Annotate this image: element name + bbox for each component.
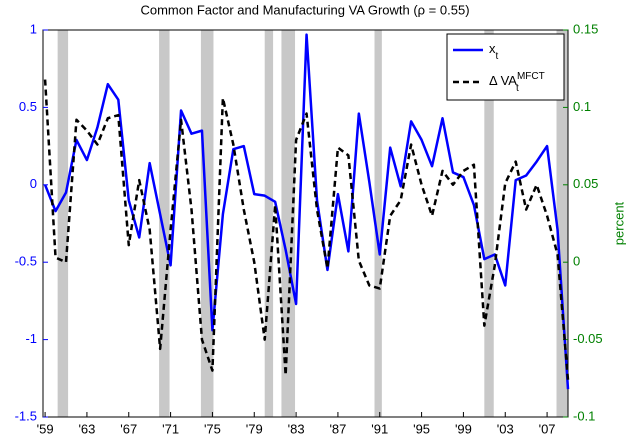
y-tick-label: -1 xyxy=(25,331,37,346)
legend-name: x xyxy=(489,41,496,56)
y2-tick-label: 0.15 xyxy=(573,21,598,36)
shaded-region xyxy=(484,30,494,417)
legend-label: Δ VAMFCT t xyxy=(489,71,545,94)
shaded-region xyxy=(57,30,69,417)
x-tick-label: '67 xyxy=(120,421,137,436)
shaded-region xyxy=(159,30,170,417)
x-tick-label: '07 xyxy=(539,421,556,436)
legend-superscript: MFCT xyxy=(517,71,545,82)
legend-label: xt xyxy=(489,41,499,61)
shaded-region xyxy=(556,30,568,417)
x-tick-label: '75 xyxy=(204,421,221,436)
y2-tick-label: 0.1 xyxy=(573,99,591,114)
x-tick-label: '87 xyxy=(329,421,346,436)
legend-name: Δ VA xyxy=(489,73,517,88)
x-tick-label: '95 xyxy=(413,421,430,436)
y-tick-label: -1.5 xyxy=(15,408,37,423)
x-tick-label: '79 xyxy=(246,421,263,436)
x-tick-label: '83 xyxy=(288,421,305,436)
legend-box xyxy=(446,33,565,101)
y-tick-label: -0.5 xyxy=(15,254,37,269)
series-line xyxy=(43,33,570,390)
x-tick-label: '03 xyxy=(497,421,514,436)
y2-tick-label: -0.05 xyxy=(573,331,603,346)
shaded-region xyxy=(264,30,274,417)
shaded-region xyxy=(281,30,296,417)
series-line xyxy=(43,79,570,380)
x-tick-label: '91 xyxy=(371,421,388,436)
x-tick-label: '71 xyxy=(162,421,179,436)
x-tick-label: '63 xyxy=(78,421,95,436)
legend-subscript: t xyxy=(516,83,519,94)
y-tick-label: 1 xyxy=(30,21,37,36)
y2-axis-label: percent xyxy=(611,201,626,245)
shaded-region xyxy=(374,30,382,417)
y2-tick-label: 0 xyxy=(573,254,580,269)
y2-tick-label: 0.05 xyxy=(573,176,598,191)
x-tick-label: '99 xyxy=(455,421,472,436)
y-tick-label: 0 xyxy=(30,176,37,191)
legend-subscript: t xyxy=(496,51,499,62)
plot-frame xyxy=(42,29,569,418)
x-tick-label: '59 xyxy=(37,421,54,436)
y-tick-label: 0.5 xyxy=(19,99,37,114)
y2-tick-label: -0.1 xyxy=(573,408,595,423)
chart-title: Common Factor and Manufacturing VA Growt… xyxy=(140,2,469,17)
